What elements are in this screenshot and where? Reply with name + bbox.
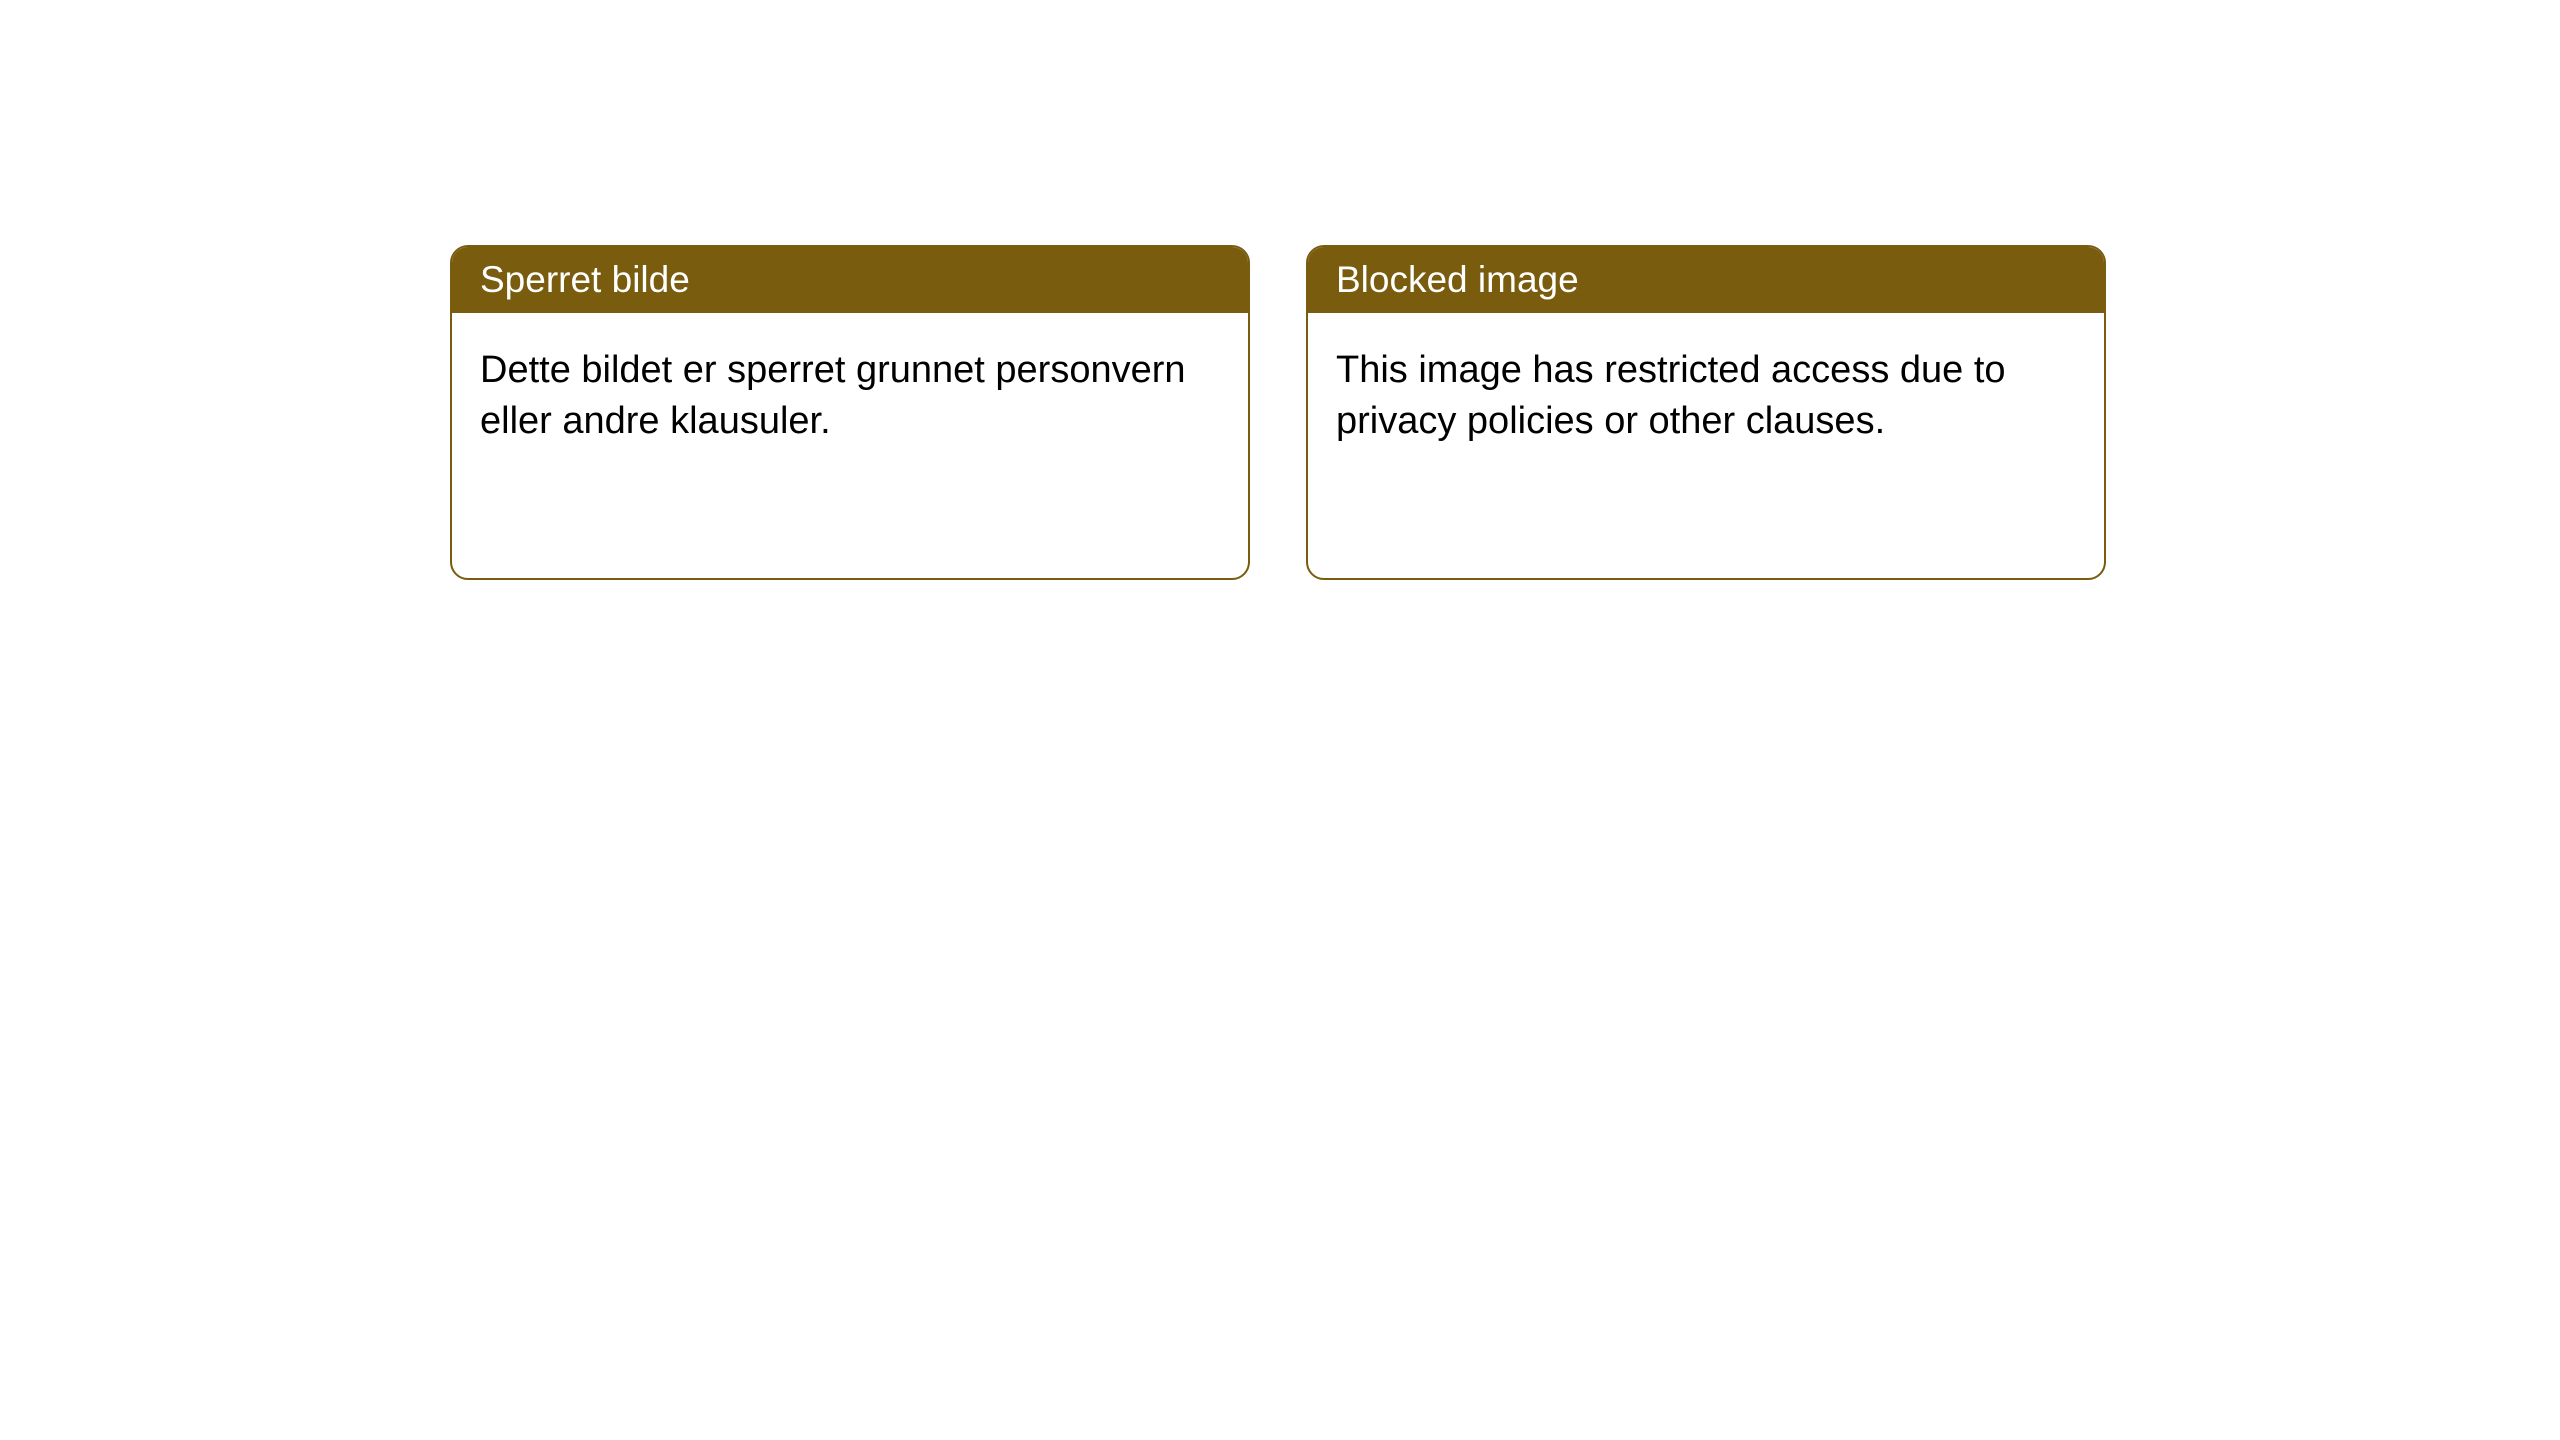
- notice-card-norwegian: Sperret bilde Dette bildet er sperret gr…: [450, 245, 1250, 580]
- notice-card-english: Blocked image This image has restricted …: [1306, 245, 2106, 580]
- notice-card-body: Dette bildet er sperret grunnet personve…: [452, 313, 1248, 480]
- notice-card-title: Blocked image: [1308, 247, 2104, 313]
- notice-cards-container: Sperret bilde Dette bildet er sperret gr…: [450, 245, 2106, 580]
- notice-card-body: This image has restricted access due to …: [1308, 313, 2104, 480]
- notice-card-title: Sperret bilde: [452, 247, 1248, 313]
